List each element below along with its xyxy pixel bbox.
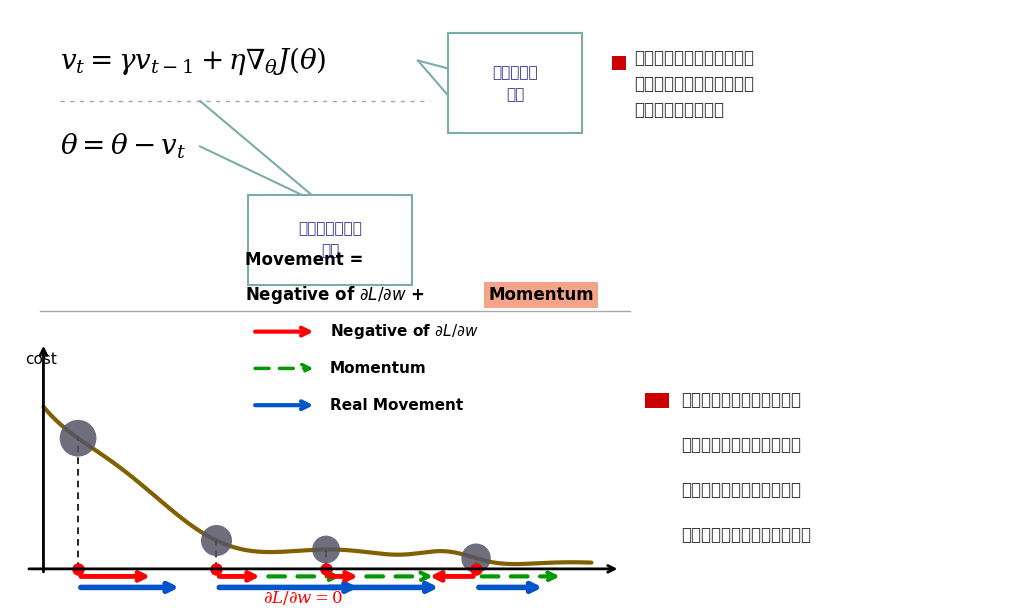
Text: Negative of $\partial L / \partial w$: Negative of $\partial L / \partial w$	[330, 322, 479, 341]
Text: cost: cost	[25, 352, 57, 367]
Point	[208, 536, 224, 546]
Point	[70, 433, 87, 443]
Bar	[612, 56, 626, 70]
Text: Real Movement: Real Movement	[330, 398, 463, 413]
Text: Negative of $\partial L/\partial w$ +: Negative of $\partial L/\partial w$ +	[245, 284, 426, 306]
Bar	[645, 392, 669, 408]
Text: 刻参数的变更幅度。: 刻参数的变更幅度。	[634, 101, 725, 119]
Text: 上一时刻的更新
幅度: 上一时刻的更新 幅度	[299, 221, 362, 259]
FancyBboxPatch shape	[248, 195, 412, 284]
Point	[318, 544, 334, 554]
Text: 绿色箭头表示上一时刻参数: 绿色箭头表示上一时刻参数	[681, 392, 801, 409]
Text: Momentum: Momentum	[330, 361, 427, 376]
Text: 的变更幅度，红色箭头表示: 的变更幅度，红色箭头表示	[681, 436, 801, 454]
Point	[468, 554, 484, 563]
Text: 梯度，两者向量叠加即得到: 梯度，两者向量叠加即得到	[681, 481, 801, 499]
Text: $v_t = \gamma v_{t-1} + \eta \nabla_\theta J(\theta)$: $v_t = \gamma v_{t-1} + \eta \nabla_\the…	[60, 45, 327, 77]
Text: 梯度以外，还考虑了上一时: 梯度以外，还考虑了上一时	[634, 75, 754, 93]
FancyBboxPatch shape	[448, 33, 582, 133]
Text: 蓝色箭头即真实的更新幅度。: 蓝色箭头即真实的更新幅度。	[681, 526, 811, 544]
Text: Movement =: Movement =	[245, 251, 363, 269]
Text: 在更新参数时，除了考虑到: 在更新参数时，除了考虑到	[634, 48, 754, 67]
Text: $\theta = \theta - v_t$: $\theta = \theta - v_t$	[60, 132, 186, 161]
Text: $\partial L/\partial w = 0$: $\partial L/\partial w = 0$	[263, 589, 343, 607]
Text: 当前时刻的
梯度: 当前时刻的 梯度	[492, 65, 538, 102]
Text: Momentum: Momentum	[488, 286, 594, 304]
